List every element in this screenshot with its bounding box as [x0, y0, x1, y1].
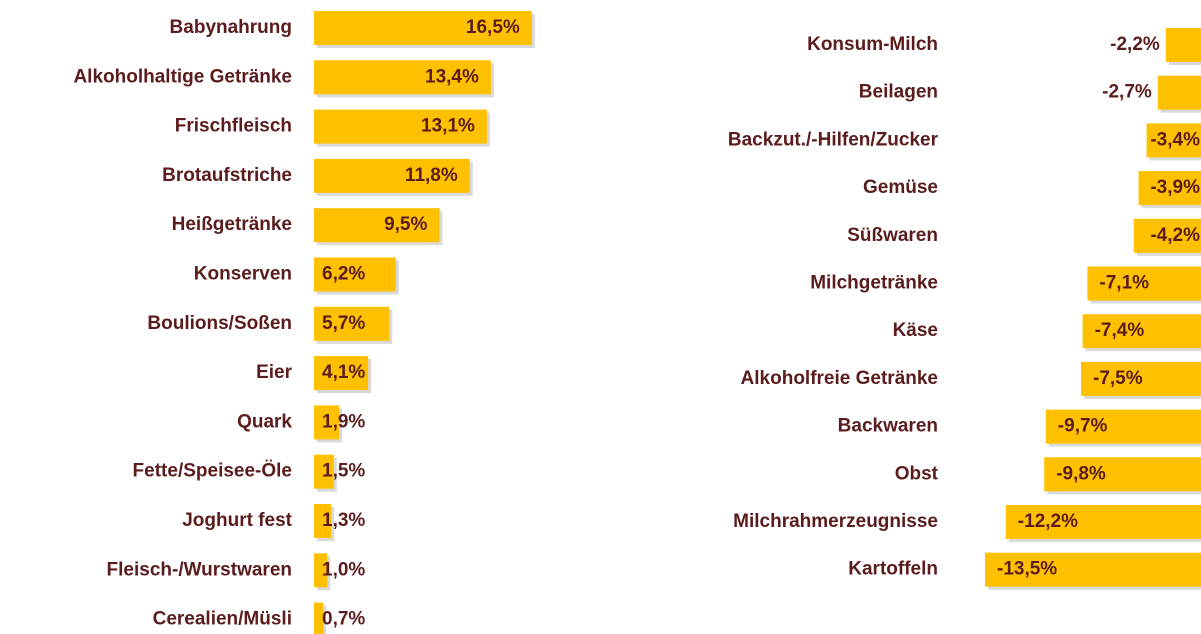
bar: [1081, 361, 1201, 396]
bar: [1044, 457, 1201, 492]
category-label: Kartoffeln: [848, 559, 938, 580]
category-label: Konsum-Milch: [807, 34, 938, 55]
bar: [314, 454, 334, 489]
category-label: Backzut./-Hilfen/Zucker: [728, 129, 939, 150]
bar: [1005, 505, 1201, 539]
category-label: Backwaren: [838, 416, 938, 437]
bar: [314, 60, 491, 95]
bar: [314, 208, 440, 243]
value-label: -4,2%: [1150, 225, 1200, 246]
bar: [985, 552, 1201, 587]
bar: [314, 405, 340, 440]
value-label: 13,1%: [421, 116, 475, 137]
category-label: Heißgetränke: [172, 214, 292, 235]
value-label: 16,5%: [466, 17, 520, 38]
value-label: 1,3%: [322, 510, 365, 531]
bar: [314, 109, 487, 144]
value-label: -13,5%: [997, 559, 1057, 580]
value-label: -3,4%: [1150, 129, 1200, 150]
value-label: -7,5%: [1093, 368, 1143, 389]
category-label: Brotaufstriche: [162, 165, 292, 186]
category-label: Konserven: [194, 264, 292, 285]
bar: [1165, 28, 1201, 62]
value-label: -7,1%: [1099, 273, 1149, 294]
category-label: Alkoholfreie Getränke: [741, 368, 938, 389]
bar: [1045, 409, 1201, 444]
category-label: Milchrahmerzeugnisse: [733, 511, 938, 532]
bar: [314, 257, 396, 292]
bar: [314, 306, 390, 341]
category-label: Babynahrung: [170, 17, 292, 38]
category-label: Fleisch-/Wurstwaren: [107, 559, 292, 580]
value-label: 6,2%: [322, 264, 365, 285]
bar: [1087, 266, 1201, 301]
category-label: Joghurt fest: [182, 510, 292, 531]
value-label: 5,7%: [322, 313, 365, 334]
bar: [1138, 171, 1201, 206]
bar: [1082, 314, 1201, 349]
value-label: -12,2%: [1018, 511, 1078, 532]
bar: [1157, 75, 1201, 110]
value-label: 13,4%: [425, 66, 479, 87]
category-label: Milchgetränke: [810, 273, 938, 294]
category-label: Quark: [237, 411, 292, 432]
category-label: Süßwaren: [847, 225, 938, 246]
bar: [314, 158, 470, 193]
bar: [1133, 218, 1201, 253]
category-label: Käse: [893, 320, 938, 341]
value-label: -7,4%: [1095, 320, 1145, 341]
value-label: 1,5%: [322, 461, 365, 482]
category-label: Frischfleisch: [175, 116, 292, 137]
bar: [314, 602, 324, 634]
bar: [314, 356, 369, 391]
category-label: Obst: [895, 463, 939, 484]
value-label: -2,2%: [1110, 34, 1160, 55]
bar: [314, 504, 332, 538]
value-label: 1,9%: [322, 411, 365, 432]
category-label: Beilagen: [859, 82, 938, 103]
category-label: Eier: [256, 362, 293, 383]
category-label: Alkoholhaltige Getränke: [73, 66, 292, 87]
value-label: 1,0%: [322, 559, 365, 580]
value-label: -9,7%: [1058, 416, 1108, 437]
category-label: Fette/Speisee-Öle: [133, 461, 292, 482]
value-label: 11,8%: [405, 165, 458, 186]
category-label: Cerealien/Müsli: [153, 609, 292, 630]
value-label: 4,1%: [322, 362, 365, 383]
value-label: -9,8%: [1056, 463, 1106, 484]
bar: [1146, 123, 1201, 158]
bar: [314, 11, 532, 45]
value-label: -2,7%: [1102, 82, 1152, 103]
value-label: 0,7%: [322, 609, 365, 630]
category-label: Boulions/Soßen: [147, 313, 292, 334]
value-label: -3,9%: [1150, 177, 1200, 198]
value-label: 9,5%: [384, 214, 427, 235]
category-label: Gemüse: [863, 177, 938, 198]
bar: [314, 553, 328, 588]
